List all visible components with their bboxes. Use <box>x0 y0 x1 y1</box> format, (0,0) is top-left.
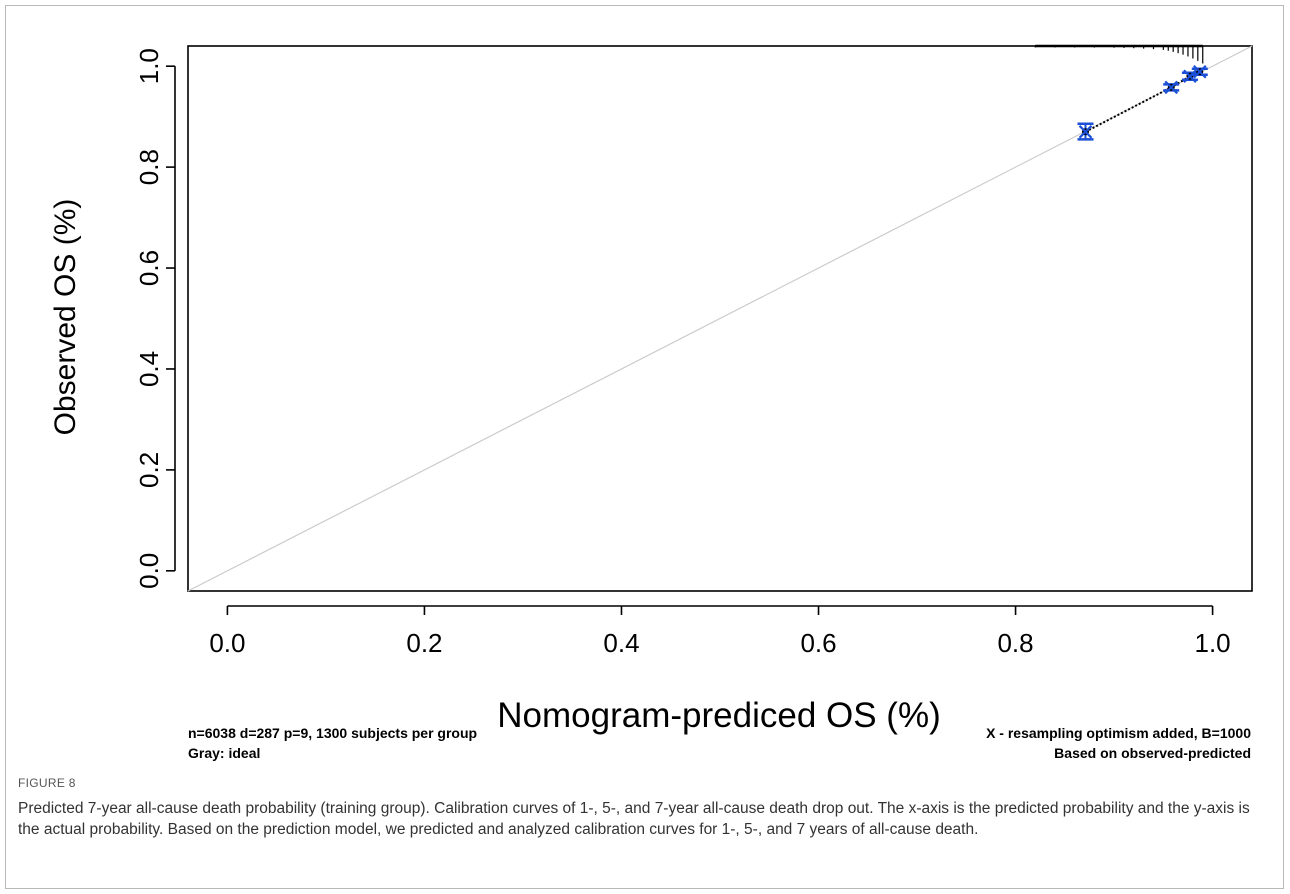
figure-frame <box>5 5 1284 889</box>
y-tick-label: 1.0 <box>134 48 164 84</box>
x-tick-label: 0.4 <box>603 628 639 658</box>
note-left-line2: Gray: ideal <box>188 745 260 761</box>
calibration-curve <box>1085 70 1201 133</box>
ideal-line <box>187 45 1253 592</box>
optimism-x-marker <box>1078 125 1093 139</box>
calibration-chart: 0.0 0.2 0.4 0.6 0.8 1.0 0.0 0.2 0.4 0.6 0.8 1.0 Nom… <box>49 44 1253 761</box>
x-tick-label: 0.2 <box>406 628 442 658</box>
y-tick-label: 0.4 <box>134 351 164 387</box>
y-tick-label: 0.6 <box>134 250 164 286</box>
y-axis-label: Observed OS (%) <box>49 199 82 436</box>
note-left-line1: n=6038 d=287 p=9, 1300 subjects per grou… <box>188 725 477 741</box>
note-right-line2: Based on observed-predicted <box>1054 745 1251 761</box>
x-tick-label: 0.6 <box>800 628 836 658</box>
optimism-x-marker <box>1193 64 1207 79</box>
x-tick-label: 1.0 <box>1195 628 1231 658</box>
optimism-x-marker <box>1164 80 1178 95</box>
y-tick-label: 0.2 <box>134 452 164 488</box>
figure-label: FIGURE 8 <box>18 776 76 790</box>
y-tick-label: 0.8 <box>134 149 164 185</box>
optimism-x-marker <box>1183 69 1197 84</box>
x-tick-label: 0.8 <box>997 628 1033 658</box>
note-right-line1: X - resampling optimism added, B=1000 <box>986 725 1251 741</box>
y-tick-label: 0.0 <box>134 553 164 589</box>
x-tick-label: 0.0 <box>209 628 245 658</box>
x-axis-label: Nomogram-prediced OS (%) <box>497 696 940 735</box>
figure-caption: Predicted 7-year all-cause death probabi… <box>18 800 1250 838</box>
axes-layer: 0.0 0.2 0.4 0.6 0.8 1.0 0.0 0.2 0.4 0.6 0.8 1.0 <box>134 45 1253 658</box>
marks-layer <box>1034 44 1208 141</box>
plot-border <box>187 45 1253 592</box>
